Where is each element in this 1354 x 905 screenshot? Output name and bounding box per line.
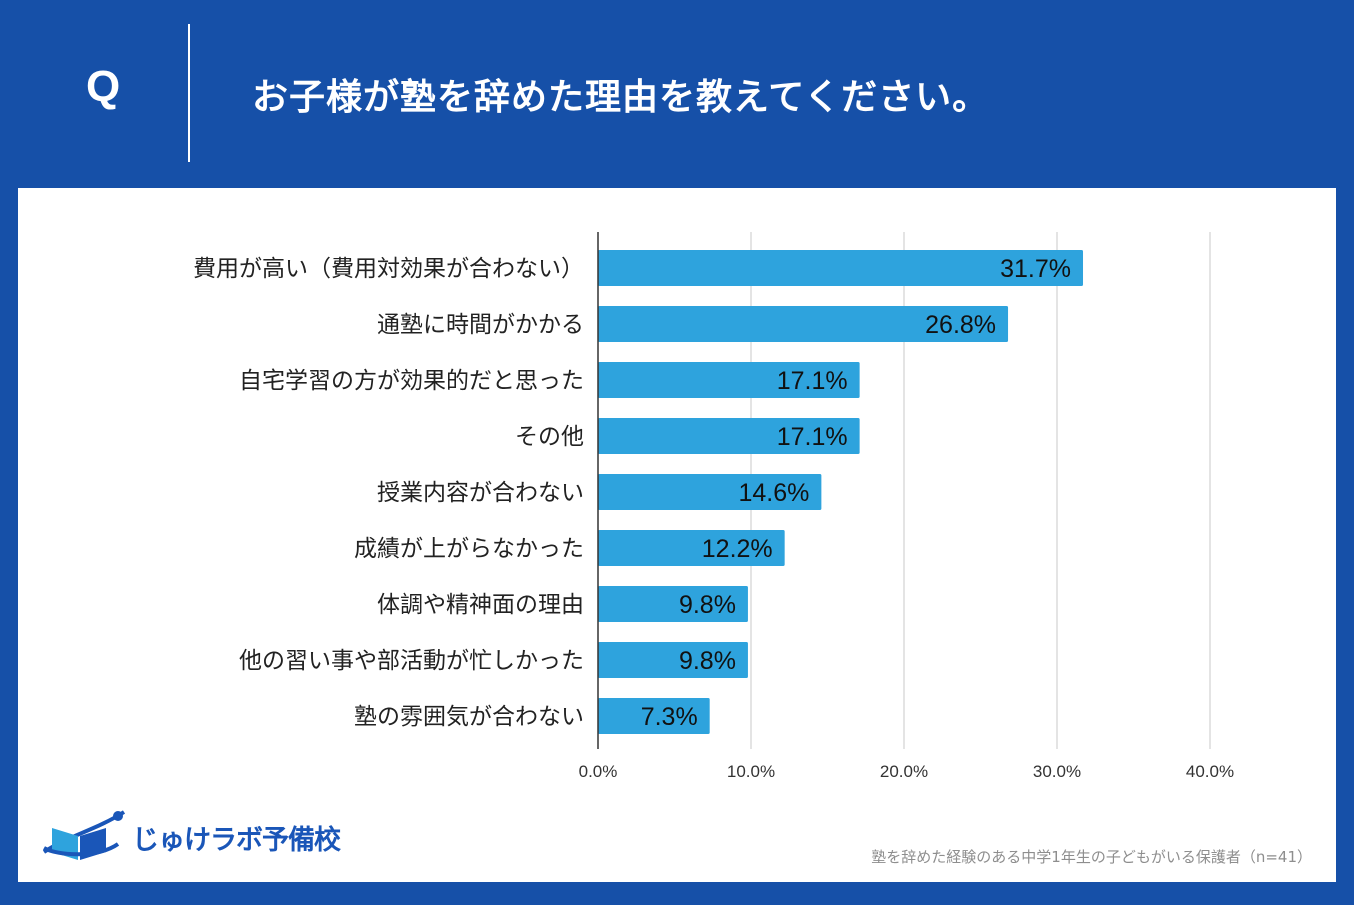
logo: じゅけラボ予備校 bbox=[38, 808, 341, 866]
question-title: お子様が塾を辞めた理由を教えてください。 bbox=[252, 77, 990, 118]
bar bbox=[598, 474, 822, 510]
x-tick-label: 30.0% bbox=[1033, 762, 1081, 781]
data-label: 9.8% bbox=[679, 591, 736, 619]
category-label: 費用が高い（費用対効果が合わない） bbox=[193, 256, 584, 282]
data-label: 12.2% bbox=[702, 535, 773, 563]
data-label: 7.3% bbox=[641, 703, 698, 731]
question-marker: Q bbox=[86, 62, 121, 111]
bar bbox=[598, 362, 860, 398]
category-label: 自宅学習の方が効果的だと思った bbox=[239, 368, 584, 394]
x-tick-label: 20.0% bbox=[880, 762, 928, 781]
bar bbox=[598, 418, 860, 454]
book-logo-icon bbox=[42, 810, 126, 860]
data-label: 26.8% bbox=[925, 311, 996, 339]
category-label: 成績が上がらなかった bbox=[354, 536, 584, 562]
category-label: 体調や精神面の理由 bbox=[377, 592, 584, 618]
bar bbox=[598, 306, 1009, 342]
x-tick-label: 10.0% bbox=[727, 762, 775, 781]
x-tick-label: 0.0% bbox=[579, 762, 618, 781]
category-label: 通塾に時間がかかる bbox=[377, 312, 584, 338]
bar bbox=[598, 698, 710, 734]
data-label: 9.8% bbox=[679, 647, 736, 675]
x-tick-label: 40.0% bbox=[1186, 762, 1234, 781]
data-label: 17.1% bbox=[777, 423, 848, 451]
bar bbox=[598, 586, 748, 622]
bar bbox=[598, 250, 1084, 286]
data-label: 17.1% bbox=[777, 367, 848, 395]
source-note: 塾を辞めた経験のある中学1年生の子どもがいる保護者（n=41） bbox=[871, 848, 1312, 866]
header-divider bbox=[188, 24, 190, 162]
category-label: 塾の雰囲気が合わない bbox=[354, 704, 584, 730]
bar-chart: 費用が高い（費用対効果が合わない） 31.7% 通塾に時間がかかる 26.8% 自宅学習… bbox=[193, 232, 1234, 781]
logo-text: じゅけラボ予備校 bbox=[132, 824, 341, 856]
bar bbox=[598, 530, 785, 566]
data-label: 31.7% bbox=[1000, 255, 1071, 283]
category-label: その他 bbox=[515, 424, 584, 450]
data-label: 14.6% bbox=[738, 479, 809, 507]
category-label: 授業内容が合わない bbox=[377, 480, 584, 506]
chart-panel: 費用が高い（費用対効果が合わない） 31.7% 通塾に時間がかかる 26.8% 自宅学習… bbox=[18, 188, 1336, 882]
bar bbox=[598, 642, 748, 678]
category-label: 他の習い事や部活動が忙しかった bbox=[239, 648, 584, 674]
